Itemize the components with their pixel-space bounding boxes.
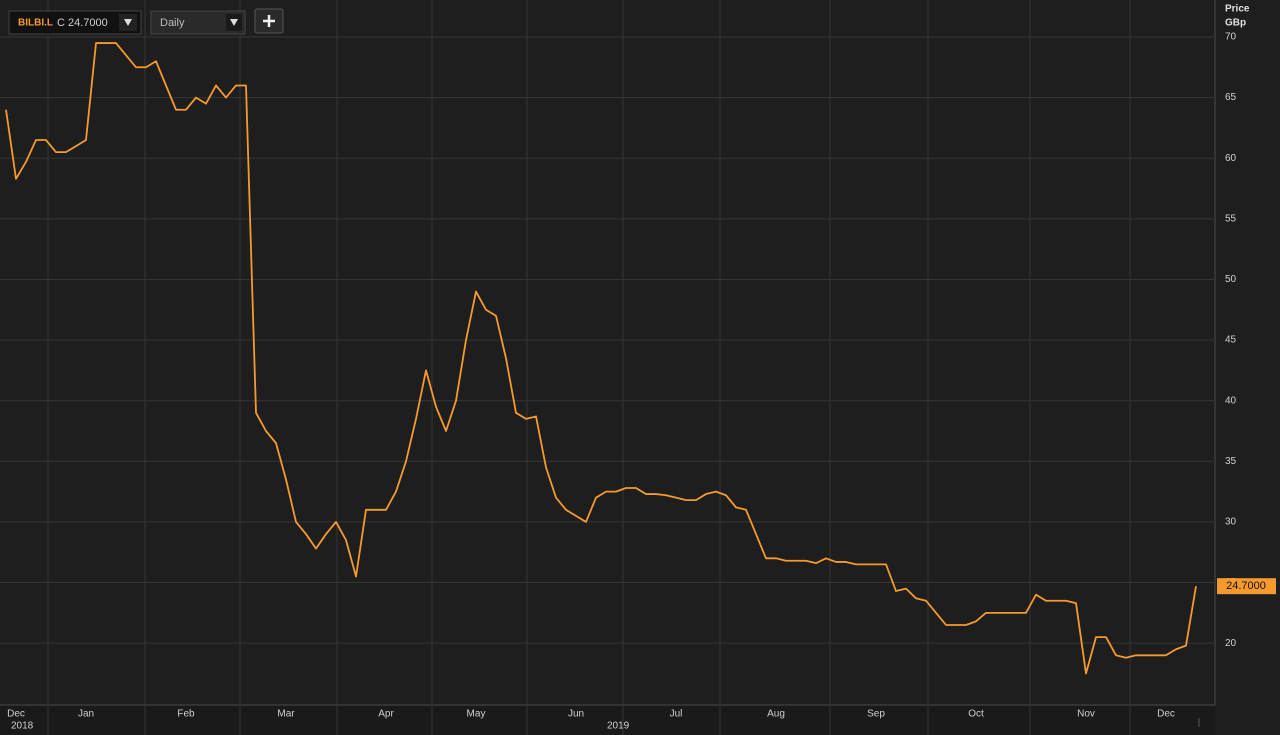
grid [0,0,1215,735]
x-tick-label: Dec [7,709,25,720]
x-tick-label: Mar [277,709,295,720]
y-tick-label: 30 [1225,517,1237,528]
interval-box[interactable] [150,10,246,35]
symbol: BILBI.L [18,18,53,29]
y-tick-label: 45 [1225,335,1237,346]
y-tick-label: 55 [1225,213,1237,224]
y-tick-label: 65 [1225,92,1237,103]
last-price-label: 24.7000 [1226,580,1266,592]
dropdown-arrow [230,19,238,26]
plus-icon [263,15,275,27]
x-tick-label: Jan [78,709,94,720]
dropdown-arrow [124,19,132,26]
symbol-box[interactable] [8,10,142,35]
x-axis-band [0,705,1215,735]
year-label: 2019 [607,721,630,732]
year-label: 2018 [11,721,34,732]
x-tick-label: Aug [767,709,785,720]
plot [5,42,1197,675]
x-tick-label: Dec [1157,709,1175,720]
x-tick-label: Sep [867,709,885,720]
x-tick-label: Feb [177,709,195,720]
y-tick-label: 35 [1225,456,1237,467]
x-tick-label: Jul [670,709,683,720]
y-tick-label: 20 [1225,638,1237,649]
y-tick-label: 70 [1225,32,1237,43]
y-tick-label: 40 [1225,395,1237,406]
x-tick-label: Oct [968,709,984,720]
x-tick-label: Apr [378,709,394,720]
y-tick-label: 60 [1225,153,1237,164]
y-tick-label: 50 [1225,274,1237,285]
x-tick-label: Nov [1077,709,1095,720]
x-tick-label: Jun [568,709,584,720]
last-price-box [1217,578,1276,595]
quote: C 24.7000 [57,17,108,29]
interval: Daily [160,17,185,29]
x-tick-label: May [467,709,486,720]
y-axis-unit: GBp [1225,18,1246,29]
y-axis-title: Price [1225,4,1250,15]
price-line [5,42,1197,675]
